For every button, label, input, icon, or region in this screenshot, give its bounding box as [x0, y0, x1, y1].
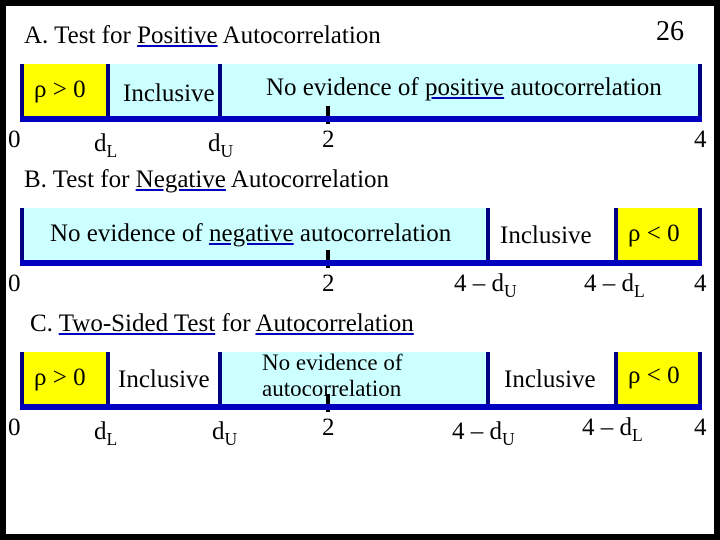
b-border-left — [20, 208, 24, 260]
heading-a: A. Test for Positive Autocorrelation — [24, 22, 381, 50]
a-no-evidence: No evidence of positive autocorrelation — [266, 74, 662, 102]
a-axis-dl: dL — [94, 130, 117, 162]
b-border-fdu — [486, 208, 490, 260]
heading-a-highlight: Positive — [137, 22, 218, 49]
c-axis-fdu: 4 – dU — [452, 418, 515, 450]
a-axis-0: 0 — [8, 126, 21, 154]
c-rho-pos: ρ > 0 — [34, 364, 86, 392]
heading-c-prefix: C. — [30, 310, 59, 337]
heading-c: C. Two-Sided Test for Autocorrelation — [30, 310, 414, 338]
b-noev-hl: negative — [209, 220, 294, 247]
c-border-left — [20, 352, 24, 404]
a-axis-2: 2 — [322, 126, 335, 154]
b-axis-fdu: 4 – dU — [454, 270, 517, 302]
c-inclusive-2: Inclusive — [504, 366, 596, 394]
heading-b: B. Test for Negative Autocorrelation — [24, 166, 389, 194]
c-axis-0: 0 — [8, 414, 21, 442]
a-axis-bar — [20, 116, 702, 122]
a-inclusive-label: Inclusive — [123, 80, 215, 108]
heading-a-prefix: A. Test for — [24, 22, 137, 49]
c-border-right — [698, 352, 702, 404]
c-border-du — [218, 352, 222, 404]
slide: 26 A. Test for Positive Autocorrelation … — [6, 6, 714, 534]
c-axis-dl: dL — [94, 418, 117, 450]
b-axis-2: 2 — [322, 270, 335, 298]
a-rho-label: ρ > 0 — [34, 76, 86, 104]
a-border-right — [698, 64, 702, 116]
heading-b-highlight: Negative — [136, 166, 226, 193]
b-rho-label: ρ < 0 — [628, 220, 680, 248]
c-axis-du: dU — [212, 418, 237, 450]
heading-a-suffix: Autocorrelation — [218, 22, 381, 49]
heading-b-suffix: Autocorrelation — [226, 166, 389, 193]
heading-b-prefix: B. Test for — [24, 166, 136, 193]
b-no-evidence: No evidence of negative autocorrelation — [50, 220, 451, 248]
b-border-right — [698, 208, 702, 260]
c-axis-bar — [20, 404, 702, 410]
c-axis-2: 2 — [322, 414, 335, 442]
b-border-fdl — [614, 208, 618, 260]
c-border-fdl — [614, 352, 618, 404]
b-axis-0: 0 — [8, 270, 21, 298]
a-noev-post: autocorrelation — [504, 74, 662, 101]
c-axis-fdl: 4 – dL — [582, 414, 643, 446]
c-border-fdu — [486, 352, 490, 404]
c-axis-4: 4 — [694, 414, 707, 442]
b-noev-post: autocorrelation — [294, 220, 452, 247]
a-axis-4: 4 — [694, 126, 707, 154]
heading-c-hl2: Autocorrelation — [255, 310, 413, 337]
a-noev-hl: positive — [425, 74, 504, 101]
b-inclusive-label: Inclusive — [500, 222, 592, 250]
page-number: 26 — [656, 16, 684, 48]
a-axis-du: dU — [208, 130, 233, 162]
heading-c-hl1: Two-Sided Test — [59, 310, 215, 337]
b-axis-fdl: 4 – dL — [584, 270, 645, 302]
a-noev-pre: No evidence of — [266, 74, 425, 101]
c-noev-l1: No evidence of — [262, 350, 403, 375]
heading-c-suffix: for — [215, 310, 255, 337]
b-axis-4: 4 — [694, 270, 707, 298]
a-border-du — [218, 64, 222, 116]
c-border-dl — [106, 352, 110, 404]
c-noev-l2: autocorrelation — [262, 376, 401, 401]
c-inclusive-1: Inclusive — [118, 366, 210, 394]
b-axis-bar — [20, 260, 702, 266]
a-border-left — [20, 64, 24, 116]
b-noev-pre: No evidence of — [50, 220, 209, 247]
c-rho-neg: ρ < 0 — [628, 362, 680, 390]
c-no-evidence: No evidence ofautocorrelation — [262, 350, 403, 402]
a-border-dl — [106, 64, 110, 116]
